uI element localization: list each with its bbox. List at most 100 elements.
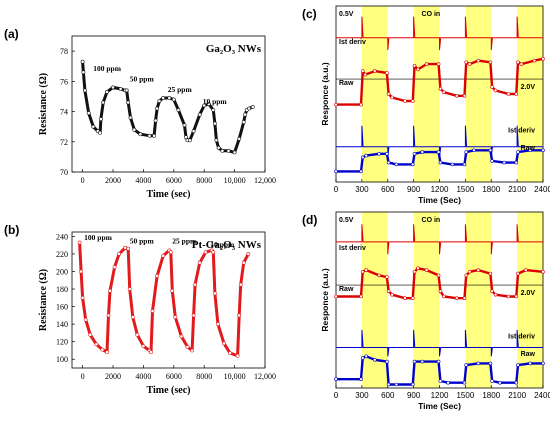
concentration-label: 10 ppm [203, 97, 228, 106]
data-point [528, 361, 532, 366]
data-point [436, 62, 441, 66]
panel-c: 0 300 600 900 1200 1500 1800 2100 2400 Time (Sec)… [302, 5, 550, 205]
x-tick-label: 1500 [456, 391, 474, 400]
data-point [99, 117, 103, 122]
x-tick-label: 6000 [166, 372, 182, 381]
data-point [147, 133, 152, 138]
data-point [149, 350, 153, 355]
data-point [359, 294, 363, 299]
data-point [190, 348, 195, 353]
data-point [464, 273, 469, 278]
x-tick-label: 4000 [135, 372, 151, 381]
data-point [150, 309, 155, 313]
concentration-label: 25 ppm [172, 236, 197, 245]
data-point [237, 136, 242, 141]
data-point [155, 106, 160, 111]
data-point [364, 354, 369, 359]
data-point [155, 273, 160, 278]
data-point [377, 152, 381, 156]
data-point [516, 150, 520, 154]
co-exposure-band [413, 212, 440, 388]
trace-label: Ist deriv [508, 128, 535, 135]
data-point [185, 344, 190, 349]
data-point [467, 62, 472, 66]
data-point [235, 353, 240, 358]
data-point [472, 148, 476, 153]
data-point [232, 150, 237, 155]
data-point [222, 341, 226, 346]
data-point [372, 69, 377, 73]
y-axis-label: Resistance (Ω) [38, 269, 49, 331]
data-point [386, 289, 391, 294]
trace-label: Ist deriv [339, 39, 366, 46]
data-point [360, 269, 365, 274]
data-point [394, 382, 399, 387]
data-point [506, 92, 511, 96]
data-point [86, 111, 91, 116]
data-point [436, 150, 441, 154]
panel-label: (a) [4, 27, 19, 41]
data-point [237, 313, 242, 318]
x-axis-label: Time (sec) [147, 189, 191, 200]
x-tick-label: 4000 [135, 176, 151, 185]
y-tick-label: 220 [56, 250, 68, 259]
x-axis-label: Time (Sec) [418, 401, 461, 411]
data-point [532, 58, 537, 63]
trace-label: CO in [422, 11, 441, 18]
data-point [141, 344, 146, 349]
data-point [173, 315, 178, 320]
y-tick-label: 74 [60, 108, 68, 117]
data-point [176, 108, 181, 112]
data-point [212, 121, 217, 126]
panel-d: 0 300 600 900 1200 1500 1800 2100 2400 Time (Sec)… [302, 211, 550, 411]
data-point [106, 313, 111, 318]
trace-label: Raw [339, 80, 354, 87]
data-point [390, 292, 394, 297]
data-point [488, 148, 493, 153]
data-point [105, 90, 109, 94]
data-point [438, 86, 443, 91]
panel-label: (c) [302, 7, 317, 21]
x-tick-label: 900 [407, 391, 421, 400]
data-point [98, 130, 103, 135]
data-point [541, 361, 545, 366]
data-point [77, 240, 82, 245]
x-tick-label: 2400 [534, 185, 550, 194]
data-point [81, 70, 86, 75]
data-point [410, 296, 415, 301]
panel-a: 0 2000 4000 6000 8000 10,000 12,000 70 72 74 76 78 T… [4, 27, 276, 200]
data-point [385, 359, 389, 364]
data-point [476, 361, 481, 366]
x-tick-label: 0 [334, 391, 339, 400]
data-point [203, 250, 208, 255]
data-point [462, 380, 467, 385]
data-point [377, 273, 381, 278]
data-point [91, 124, 96, 129]
y-tick-label: 72 [60, 138, 68, 147]
data-point [238, 282, 243, 287]
y-tick-label: 180 [56, 285, 68, 294]
data-point [167, 96, 172, 100]
x-tick-label: 300 [355, 185, 369, 194]
x-tick-label: 0 [81, 372, 85, 381]
chart-title: Pt-Ga₂O₃ NWs [192, 239, 262, 251]
data-point [464, 150, 469, 154]
data-point [454, 296, 459, 301]
data-point [493, 88, 498, 93]
data-point [462, 162, 467, 167]
data-point [490, 379, 494, 383]
data-point [390, 95, 394, 100]
data-point [193, 282, 198, 287]
data-point [514, 294, 519, 299]
trace-label: CO in [422, 217, 441, 224]
concentration-label: 50 ppm [130, 74, 155, 83]
data-point [516, 60, 520, 65]
data-point [363, 72, 368, 77]
data-point [416, 266, 420, 271]
data-point [247, 106, 251, 111]
series-line [78, 242, 250, 358]
y-axis-label: Responce (a.u.) [320, 62, 330, 125]
co-exposure-band [465, 6, 492, 182]
derivative-trace [336, 329, 543, 357]
